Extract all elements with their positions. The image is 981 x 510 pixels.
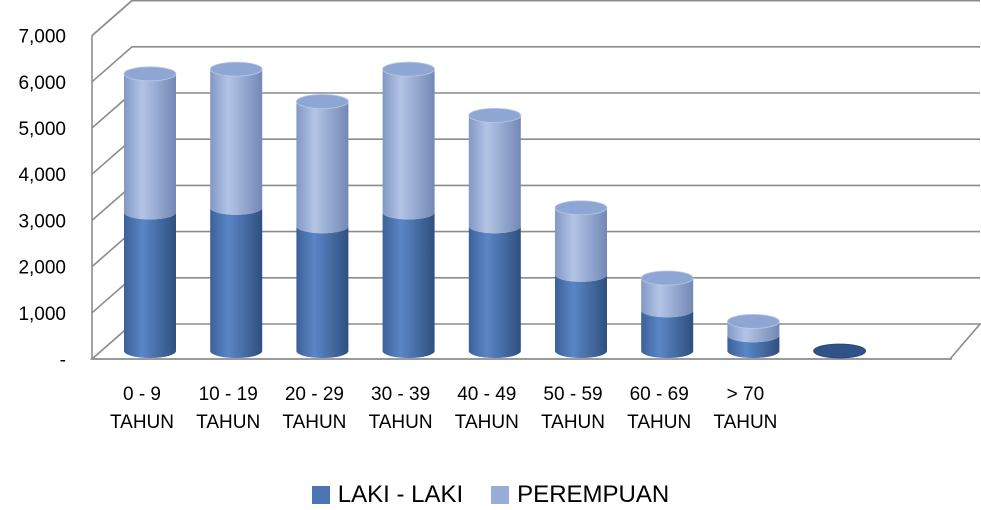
legend-swatch-laki [311,486,330,504]
bar-top-cap [554,200,608,216]
legend-item-perempuan: PEREMPUAN [491,481,669,509]
bar-segment [641,310,694,359]
x-tick-label: 10 - 19 [199,384,258,405]
bar-segment [555,274,607,358]
x-tick-label: 40 - 49 [457,384,516,405]
gridline [91,0,980,37]
y-tick-label: 7,000 [18,27,66,48]
bar-segment [468,226,521,359]
gridline [91,45,980,83]
x-tick-label: TAHUN [455,412,519,433]
x-tick-label: TAHUN [627,412,691,433]
y-tick-label: 4,000 [18,165,66,186]
bar-top-cap [382,61,436,77]
legend-label-perempuan: PEREMPUAN [517,481,670,508]
bar-top-cap [468,107,522,123]
bar-segment [727,321,780,343]
legend-item-laki: LAKI - LAKI [311,481,464,509]
y-tick-label: 3,000 [18,211,66,232]
bar-segment [468,115,521,234]
y-tick-label: 5,000 [18,119,66,140]
bar-top-cap [123,66,177,82]
chart-canvas: - 1,000 2,000 3,000 4,000 5,000 6,000 7,000 0 - … [18,0,981,433]
x-tick-label: 60 - 69 [630,384,689,405]
legend-swatch-perempuan [491,486,510,504]
y-tick-label: 6,000 [18,73,66,94]
bar-top-cap [727,314,780,329]
x-tick-label: TAHUN [196,412,260,433]
bar-top-cap [813,343,866,359]
x-tick-label: 0 - 9 [123,384,161,405]
x-tick-label: TAHUN [110,412,174,433]
bar-segment [641,278,694,318]
x-tick-label: TAHUN [369,412,433,433]
x-tick-label: TAHUN [282,412,346,433]
bar-segment [382,212,435,359]
legend-label-laki: LAKI - LAKI [337,481,464,508]
bar-segment [210,69,263,215]
bar-segment [382,69,435,220]
y-tick-label: 2,000 [18,258,66,279]
bar-segment [296,101,349,234]
y-tick-label: - [60,350,66,371]
bar-top-cap [640,270,694,286]
bars-layer [123,61,866,359]
bar-top-cap [295,94,349,109]
bar-segment [124,73,176,220]
bar-segment [296,226,349,359]
bar-segment [555,207,607,282]
legend: LAKI - LAKI PEREMPUAN [0,480,981,510]
x-tick-label: TAHUN [541,412,605,433]
y-tick-label: 1,000 [18,304,66,325]
x-tick-label: 20 - 29 [285,384,344,405]
bar-segment [124,212,176,358]
wall-top-edge [91,0,980,37]
x-tick-label: > 70 [727,384,765,405]
bar-segment [210,207,263,358]
x-tick-label: 50 - 59 [543,384,602,405]
bar-top-cap [209,61,263,77]
x-tick-label: 30 - 39 [371,384,430,405]
bar-segment [727,335,780,359]
x-tick-label: TAHUN [713,412,777,433]
labels-layer: - 1,000 2,000 3,000 4,000 5,000 6,000 7,000 0 - … [18,27,777,433]
